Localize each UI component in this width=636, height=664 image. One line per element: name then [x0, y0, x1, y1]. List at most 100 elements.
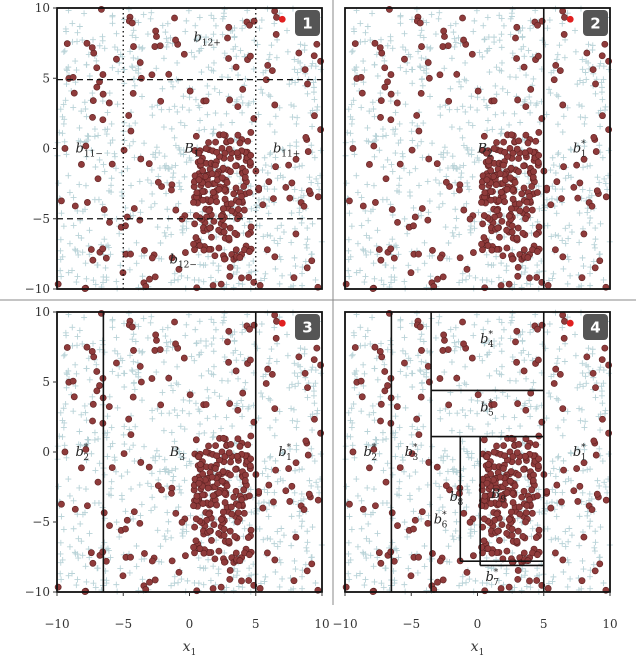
circle-point: [210, 521, 218, 529]
circle-point: [238, 577, 245, 585]
cross-point: [168, 582, 175, 589]
circle-point: [246, 189, 253, 196]
cross-point: [203, 34, 210, 41]
cross-point: [266, 151, 273, 158]
circle-point: [514, 400, 522, 408]
cross-point: [280, 229, 287, 236]
cross-point: [271, 324, 278, 331]
circle-point: [259, 201, 267, 209]
circle-point: [559, 101, 567, 109]
cross-point: [387, 337, 394, 344]
cross-point: [266, 355, 273, 362]
cross-point: [541, 507, 548, 514]
cross-point: [82, 486, 89, 493]
cross-point: [421, 542, 428, 549]
circle-point: [232, 487, 240, 495]
circle-point: [213, 501, 221, 509]
cross-point: [267, 93, 274, 100]
cross-point: [314, 483, 321, 490]
cross-point: [483, 102, 490, 109]
cross-point: [419, 82, 426, 89]
circle-point: [522, 406, 530, 414]
cross-point: [466, 576, 473, 583]
circle-point: [61, 145, 69, 152]
cross-point: [599, 458, 606, 465]
cross-point: [179, 226, 186, 233]
cross-point: [239, 281, 246, 288]
cross-point: [486, 349, 493, 356]
cross-point: [414, 142, 421, 149]
cross-point: [395, 140, 402, 147]
cross-point: [378, 36, 385, 43]
circle-point: [87, 549, 95, 557]
circle-point: [520, 465, 527, 473]
cross-point: [371, 153, 378, 160]
circle-point: [377, 417, 384, 425]
cross-point: [317, 66, 324, 73]
cross-point: [392, 150, 399, 157]
cross-point: [555, 397, 562, 404]
cross-point: [198, 69, 205, 76]
cross-point: [218, 73, 225, 80]
panel-frame: [344, 7, 611, 290]
cross-point: [421, 239, 428, 246]
cross-point: [404, 533, 411, 540]
cross-point: [266, 424, 273, 431]
circle-point: [485, 157, 492, 165]
cross-point: [568, 532, 575, 539]
cross-point: [555, 453, 562, 460]
cross-point: [362, 576, 369, 583]
cross-point: [371, 417, 378, 424]
circle-point: [442, 482, 450, 490]
cross-point: [316, 186, 323, 193]
cross-point: [274, 340, 281, 347]
circle-point: [436, 254, 444, 262]
cross-point: [452, 20, 459, 27]
cross-point: [587, 518, 594, 525]
cross-point: [170, 473, 177, 480]
circle-point: [244, 534, 252, 541]
cross-point: [561, 54, 568, 61]
cross-point: [159, 389, 166, 396]
cross-point: [277, 538, 284, 545]
cross-point: [523, 72, 530, 79]
cross-point: [562, 240, 569, 247]
cross-point: [442, 224, 449, 231]
y-tick-label: −5: [32, 515, 50, 529]
cross-point: [420, 120, 427, 127]
cross-point: [288, 381, 295, 388]
circle-point: [127, 127, 135, 135]
cross-point: [358, 104, 365, 111]
circle-point: [513, 55, 520, 62]
circle-point: [460, 340, 467, 348]
cross-point: [182, 332, 189, 339]
cross-point: [230, 349, 237, 356]
region-label-main: B: [169, 445, 180, 460]
cross-point: [60, 405, 67, 412]
cross-point: [259, 470, 266, 477]
cross-point: [560, 569, 567, 575]
cross-point: [121, 370, 128, 377]
cross-point: [62, 401, 69, 408]
circle-point: [128, 323, 136, 331]
cross-point: [299, 573, 306, 580]
region-label: b11−: [76, 142, 103, 160]
circle-point: [371, 343, 379, 351]
circle-point: [485, 461, 492, 468]
circle-point: [460, 509, 468, 517]
circle-point: [388, 206, 396, 213]
cross-point: [290, 406, 297, 413]
circle-point: [137, 378, 145, 386]
cross-point: [274, 175, 281, 182]
cross-point: [293, 424, 300, 431]
cross-point: [506, 377, 513, 384]
cross-point: [161, 153, 168, 160]
circle-point: [192, 132, 200, 140]
circle-point: [70, 89, 78, 97]
cross-point: [200, 278, 207, 285]
circle-point: [71, 202, 79, 210]
circle-point: [212, 138, 219, 146]
cross-point: [129, 336, 136, 343]
cross-point: [507, 335, 514, 342]
circle-point: [130, 347, 137, 354]
